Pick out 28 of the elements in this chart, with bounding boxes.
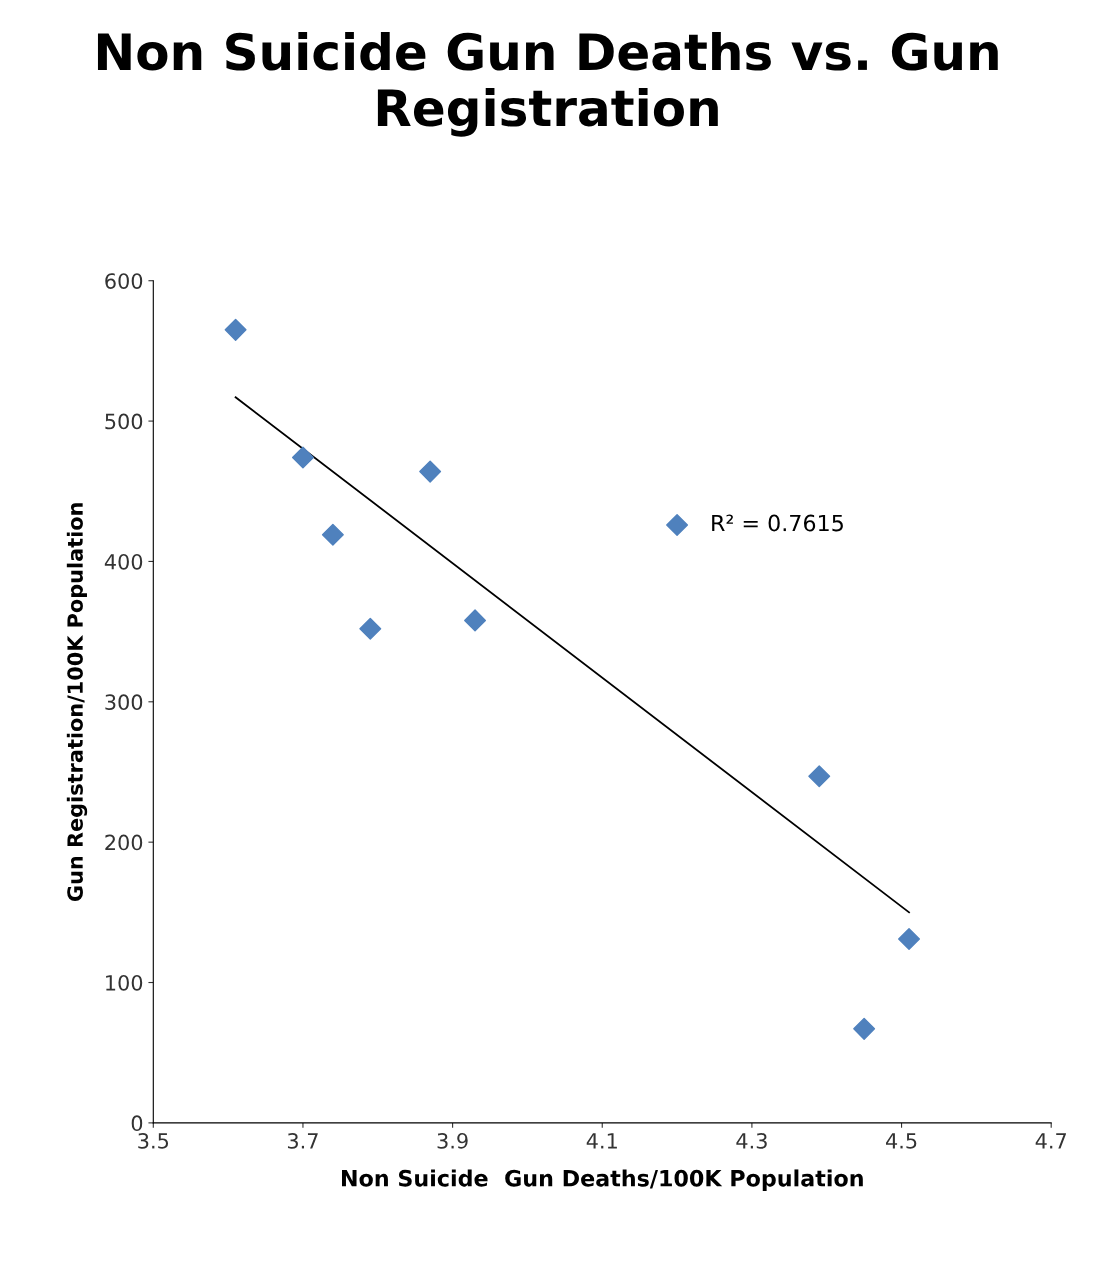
x-tick-label: 3.9 [437,1132,468,1149]
y-tick-label: 300 [105,694,143,711]
point [359,617,382,640]
point [464,609,487,632]
y-tick-label: 400 [104,553,143,570]
x-tick-label: 3.5 [138,1132,169,1149]
point [321,523,344,546]
x-tick-label: 4.1 [586,1133,617,1149]
x-tick-label: 3.7 [287,1132,318,1149]
x-tick-label: 4.3 [736,1132,767,1149]
y-tick-label: 0 [131,1115,143,1132]
x-tick-label: 4.7 [1035,1133,1066,1149]
point [419,460,442,483]
y-axis-title: Gun Registration/100K Population [66,503,88,901]
x-axis-title: Non Suicide Gun Deaths/100K Population [342,1169,863,1191]
point [224,318,247,341]
y-tick-label: 600 [105,273,143,289]
y-tick-label: 500 [105,413,143,430]
chart-title: Non Suicide Gun Deaths vs. Gun Registration [97,31,998,137]
x-tick-label: 4.5 [886,1133,917,1149]
y-tick-label: 100 [106,974,143,991]
point [666,513,689,536]
y-tick-label: 200 [105,834,143,851]
point [291,446,314,469]
point [898,928,921,951]
point [853,1017,876,1040]
annotation: R² = 0.7615 [712,514,843,532]
point [808,765,831,788]
